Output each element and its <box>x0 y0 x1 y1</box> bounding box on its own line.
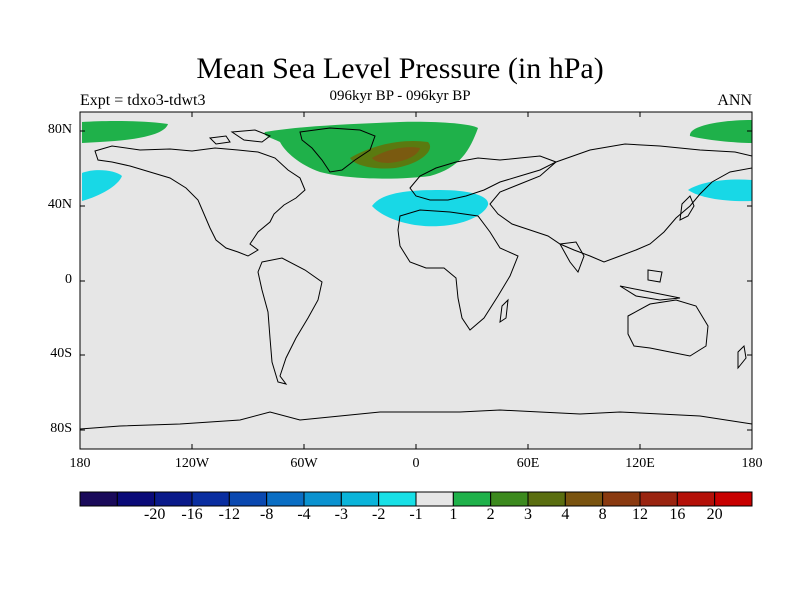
colorbar-swatch <box>303 491 342 507</box>
coast-antarctica <box>79 409 753 430</box>
axis-ticks <box>79 112 753 449</box>
field-arctic-positive <box>82 120 168 143</box>
coast-madagascar <box>499 298 509 324</box>
colorbar-label: 20 <box>706 506 723 523</box>
colorbar-swatch <box>639 491 678 507</box>
colorbar-label: -8 <box>259 506 274 523</box>
field-pacific-negative-east <box>688 179 752 202</box>
lon-tick-label: 0 <box>412 456 420 471</box>
colorbar-swatch <box>266 491 305 507</box>
coast-australia <box>627 299 709 357</box>
coast-new-zealand <box>737 344 747 370</box>
colorbar-swatch <box>602 491 641 507</box>
coast-arctic-islands <box>208 129 272 145</box>
lon-tick-label: 180 <box>741 456 763 471</box>
colorbar-swatch <box>228 491 268 507</box>
colorbar-swatch <box>490 491 529 507</box>
lat-tick-label: 80S <box>50 421 72 436</box>
chart-title: Mean Sea Level Pressure (in hPa) <box>196 52 604 85</box>
coast-india <box>559 241 585 273</box>
coast-japan <box>679 195 695 221</box>
coast-europe <box>409 155 558 201</box>
coast-africa <box>397 209 519 331</box>
coastlines <box>79 127 753 430</box>
colorbar-swatch <box>191 491 230 507</box>
coast-south-america <box>257 257 323 385</box>
colorbar-label: -4 <box>297 506 311 523</box>
colorbar <box>79 491 753 507</box>
colorbar-swatch <box>154 491 193 507</box>
coast-north-america <box>94 145 306 257</box>
colorbar-label: 1 <box>449 506 458 523</box>
lat-tick-label: 40S <box>50 346 72 361</box>
colorbar-swatch <box>415 491 454 507</box>
lat-tick-label: 0 <box>65 272 72 287</box>
colorbar-swatch <box>378 491 417 507</box>
colorbar-label: 16 <box>669 506 686 523</box>
colorbar-label: 4 <box>561 506 570 523</box>
experiment-label: Expt = tdxo3-tdwt3 <box>80 92 206 109</box>
lat-tick-label: 40N <box>47 197 72 212</box>
colorbar-label: 12 <box>632 506 648 523</box>
colorbar-swatch <box>79 491 118 507</box>
field-pacific-negative-west <box>82 170 122 201</box>
lat-tick-label: 80N <box>47 122 72 137</box>
colorbar-label: -20 <box>143 506 166 523</box>
field-greenland-core <box>372 147 420 163</box>
coast-greenland <box>299 127 376 173</box>
lon-tick-label: 120E <box>625 456 655 471</box>
lon-tick-label: 60E <box>516 456 540 471</box>
lon-tick-label: 60W <box>290 456 318 471</box>
colorbar-label: -16 <box>181 506 203 523</box>
colorbar-label: 8 <box>598 506 607 523</box>
lon-tick-label: 120W <box>174 456 210 471</box>
coast-asia <box>489 143 753 263</box>
colorbar-swatch <box>527 491 566 507</box>
period-subtitle: 096kyr BP - 096kyr BP <box>329 88 471 104</box>
colorbar-label: 2 <box>486 506 495 523</box>
colorbar-label: -2 <box>371 506 386 523</box>
season-label: ANN <box>717 92 752 109</box>
colorbar-swatch <box>564 491 604 507</box>
colorbar-label: 3 <box>524 506 532 523</box>
colorbar-swatch <box>714 491 753 507</box>
colorbar-swatch <box>340 491 380 507</box>
colorbar-label: -1 <box>409 506 423 523</box>
colorbar-label: -3 <box>334 506 348 523</box>
field-arctic-positive-east <box>689 120 752 143</box>
pressure-field <box>82 120 752 227</box>
colorbar-label: -12 <box>218 506 240 523</box>
field-mediterranean-negative <box>372 190 489 227</box>
colorbar-swatch <box>452 491 492 507</box>
coast-indonesia <box>619 269 681 301</box>
colorbar-swatch <box>116 491 156 507</box>
colorbar-swatch <box>676 491 716 507</box>
lon-tick-label: 180 <box>69 456 91 471</box>
